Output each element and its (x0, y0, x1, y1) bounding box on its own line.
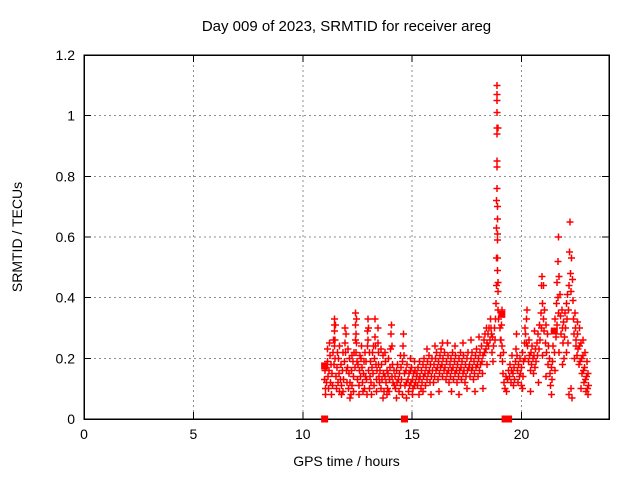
x-tick-label: 5 (189, 426, 197, 442)
data-point-square (550, 327, 558, 335)
y-tick-label: 0.6 (56, 229, 76, 245)
x-tick-label: 10 (295, 426, 311, 442)
x-tick-label: 15 (404, 426, 420, 442)
x-tick-label: 20 (514, 426, 530, 442)
data-point-square (400, 415, 408, 423)
y-tick-label: 0 (67, 411, 75, 427)
y-tick-label: 0.8 (56, 168, 76, 184)
y-tick-label: 0.4 (56, 290, 76, 306)
data-point-square (498, 310, 506, 318)
y-tick-label: 1 (67, 108, 75, 124)
y-tick-label: 0.2 (56, 350, 76, 366)
x-axis-label: GPS time / hours (293, 453, 400, 469)
data-points-plus (321, 82, 592, 402)
x-tick-label: 0 (80, 426, 88, 442)
data-point-square (505, 415, 513, 423)
chart-title: Day 009 of 2023, SRMTID for receiver are… (201, 18, 492, 35)
data-point-square (321, 362, 329, 370)
y-tick-label: 1.2 (56, 47, 76, 63)
data-point-square (321, 415, 329, 423)
